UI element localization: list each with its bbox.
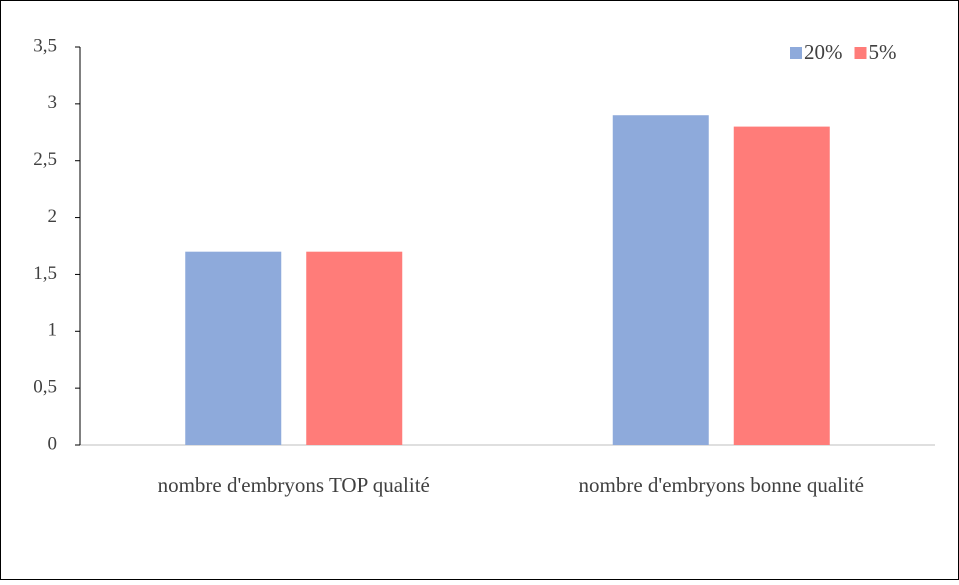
legend-swatch <box>854 47 867 59</box>
legend-label: 5% <box>869 40 897 64</box>
bar <box>612 115 709 445</box>
legend-label: 20% <box>804 40 843 64</box>
bar <box>306 251 403 445</box>
y-tick-label: 0 <box>48 433 58 454</box>
legend-swatch <box>790 47 802 59</box>
y-tick-label: 3,5 <box>33 35 57 56</box>
x-tick-label: nombre d'embryons bonne qualité <box>579 473 864 497</box>
x-tick-label: nombre d'embryons TOP qualité <box>158 473 430 497</box>
y-tick-label: 1 <box>48 320 58 341</box>
bar <box>185 251 282 445</box>
y-tick-label: 2,5 <box>33 149 57 170</box>
y-tick-label: 3 <box>48 92 58 113</box>
y-tick-label: 1,5 <box>33 263 57 284</box>
y-tick-label: 0,5 <box>33 377 57 398</box>
y-tick-label: 2 <box>48 206 58 227</box>
bar <box>733 126 830 445</box>
